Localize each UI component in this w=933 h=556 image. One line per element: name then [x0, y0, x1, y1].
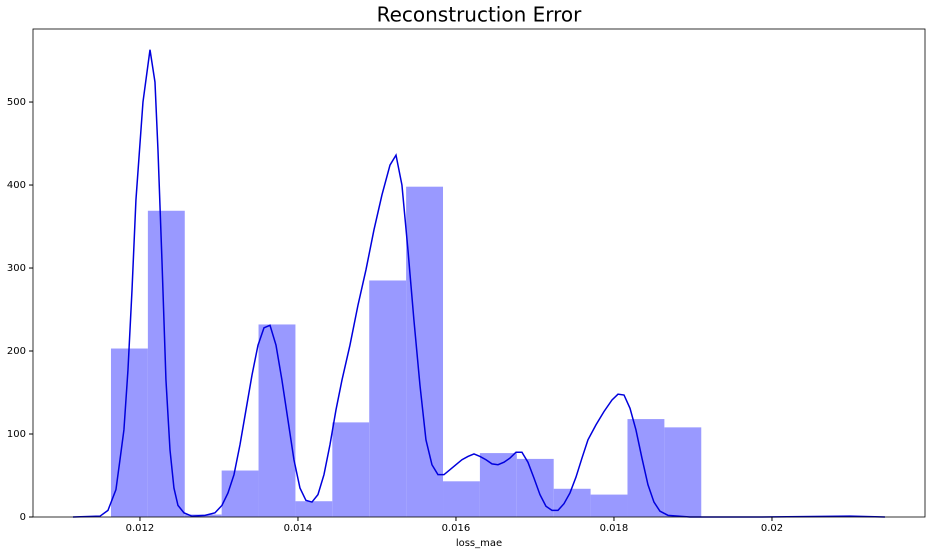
bar [627, 419, 665, 517]
bar [110, 348, 148, 517]
x-tick-label: 0.014 [284, 523, 313, 534]
bar [258, 324, 296, 517]
bar [147, 210, 185, 517]
bar [479, 453, 517, 517]
y-tick-label: 400 [7, 180, 26, 191]
y-tick-label: 200 [7, 346, 26, 357]
bar [664, 427, 702, 517]
y-tick-label: 300 [7, 263, 26, 274]
y-tick-label: 100 [7, 429, 26, 440]
bar [295, 501, 333, 517]
y-tick-label: 500 [7, 97, 26, 108]
kde-line [72, 49, 885, 518]
x-tick-label: 0.016 [442, 523, 471, 534]
bar [590, 494, 628, 517]
x-axis-label: loss_mae [456, 538, 502, 549]
bar [443, 481, 480, 517]
bar [553, 488, 591, 517]
plot-frame [32, 28, 926, 518]
x-tick-label: 0.018 [600, 523, 629, 534]
chart-title: Reconstruction Error [377, 3, 583, 27]
bar [406, 186, 444, 517]
x-tick-label: 0.02 [761, 523, 783, 534]
x-tick-label: 0.012 [126, 523, 155, 534]
bar [332, 422, 370, 517]
bar [369, 280, 407, 517]
y-tick-label: 0 [20, 512, 26, 523]
